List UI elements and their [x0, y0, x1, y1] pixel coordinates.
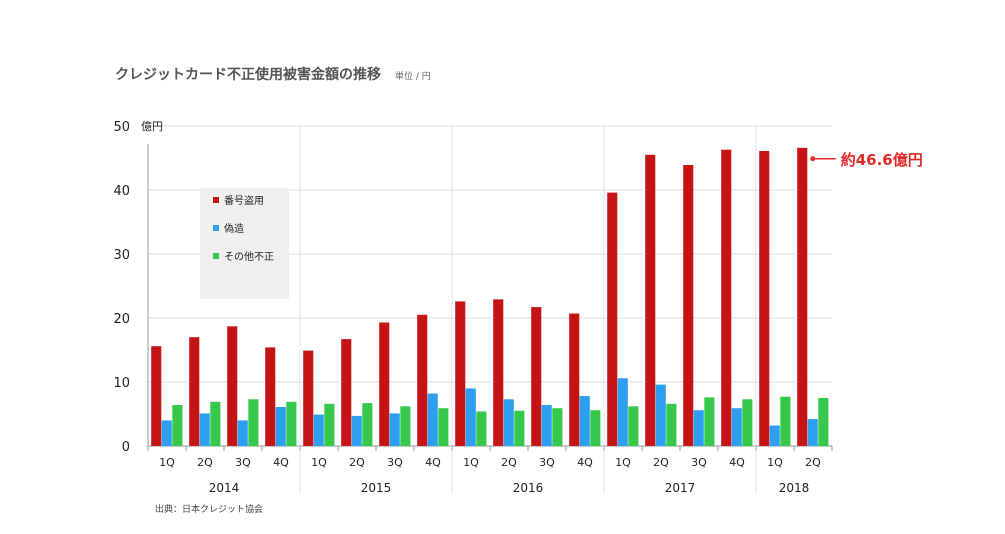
legend-label: その他不正 — [224, 250, 274, 263]
bar-2 — [465, 388, 476, 446]
x-tick-label: 3Q — [387, 456, 403, 469]
bar-2 — [237, 420, 248, 446]
bar-3 — [210, 401, 221, 446]
year-label: 2015 — [361, 481, 392, 495]
callout-dot — [810, 156, 816, 162]
chart-title: クレジットカード不正使用被害金額の推移 — [115, 67, 381, 83]
y-tick-label: 20 — [113, 312, 130, 327]
x-tick-label: 1Q — [159, 456, 175, 469]
x-tick-label: 4Q — [425, 456, 441, 469]
bar-3 — [780, 396, 791, 446]
x-tick-label: 4Q — [729, 456, 745, 469]
x-tick-label: 4Q — [273, 456, 289, 469]
bar-3 — [666, 403, 677, 446]
bar-3 — [248, 399, 259, 446]
source-note: 出典：日本クレジット協会 — [155, 505, 264, 515]
legend-swatch — [213, 197, 219, 203]
bar-1 — [569, 313, 580, 446]
bar-1 — [607, 192, 618, 446]
bar-2 — [617, 378, 628, 446]
x-tick-label: 1Q — [463, 456, 479, 469]
bar-3 — [590, 410, 601, 446]
bar-3 — [438, 408, 449, 446]
bar-1 — [417, 314, 428, 446]
bar-3 — [362, 403, 373, 446]
bar-3 — [286, 401, 297, 446]
bar-2 — [541, 405, 552, 446]
bar-1 — [645, 154, 656, 447]
bar-1 — [265, 347, 276, 446]
chart-unit: 単位 / 円 — [395, 72, 431, 82]
bar-1 — [455, 301, 466, 446]
bar-3 — [628, 406, 639, 446]
x-tick-label: 2Q — [501, 456, 517, 469]
bar-1 — [721, 149, 732, 446]
bar-1 — [759, 151, 770, 446]
bar-2 — [807, 419, 818, 446]
callout-label: 約46.6億円 — [841, 151, 923, 169]
x-tick-label: 4Q — [577, 456, 593, 469]
bar-2 — [579, 396, 590, 446]
bar-1 — [683, 165, 694, 446]
bar-1 — [797, 147, 808, 447]
bar-2 — [161, 420, 172, 446]
bar-3 — [400, 406, 411, 446]
bar-2 — [389, 413, 400, 446]
legend-swatch — [213, 225, 219, 231]
x-tick-label: 3Q — [235, 456, 251, 469]
y-tick-label: 40 — [113, 184, 130, 199]
y-tick-label: 10 — [113, 376, 130, 391]
bar-2 — [199, 413, 210, 446]
x-tick-label: 1Q — [767, 456, 783, 469]
legend-swatch — [213, 253, 219, 259]
legend-box — [200, 188, 289, 299]
bar-2 — [427, 393, 438, 446]
bar-3 — [514, 410, 525, 446]
bar-3 — [552, 408, 563, 446]
bar-2 — [731, 408, 742, 446]
bar-2 — [769, 425, 780, 446]
x-tick-label: 1Q — [615, 456, 631, 469]
x-tick-label: 1Q — [311, 456, 327, 469]
x-tick-label: 3Q — [691, 456, 707, 469]
bar-1 — [227, 326, 238, 446]
bar-2 — [275, 407, 286, 446]
x-tick-label: 3Q — [539, 456, 555, 469]
bar-1 — [303, 350, 314, 446]
title-row: クレジットカード不正使用被害金額の推移 単位 / 円 — [115, 64, 431, 84]
bar-2 — [693, 410, 704, 446]
bar-2 — [313, 414, 324, 446]
year-label: 2018 — [779, 481, 810, 495]
x-tick-label: 2Q — [349, 456, 365, 469]
bar-3 — [324, 403, 335, 446]
bar-3 — [704, 397, 715, 446]
y-tick-label: 0 — [122, 440, 130, 455]
y-tick-label: 30 — [113, 248, 130, 263]
bar-2 — [503, 399, 514, 446]
year-label: 2014 — [209, 481, 240, 495]
legend-label: 偽造 — [224, 222, 244, 235]
bar-1 — [189, 337, 200, 446]
y-axis-unit: 億円 — [141, 120, 163, 133]
bar-1 — [151, 346, 162, 446]
bar-3 — [476, 411, 487, 446]
bar-3 — [818, 398, 829, 446]
x-tick-label: 2Q — [805, 456, 821, 469]
x-tick-label: 2Q — [653, 456, 669, 469]
legend-label: 番号盗用 — [224, 194, 264, 207]
bar-2 — [655, 384, 666, 446]
x-tick-label: 2Q — [197, 456, 213, 469]
bar-1 — [493, 299, 504, 446]
bar-3 — [172, 405, 183, 446]
bar-1 — [341, 339, 352, 446]
year-label: 2017 — [665, 481, 696, 495]
bar-1 — [531, 307, 542, 446]
bar-3 — [742, 399, 753, 446]
bar-1 — [379, 322, 390, 446]
year-label: 2016 — [513, 481, 544, 495]
bar-2 — [351, 415, 362, 446]
y-tick-label: 50 — [113, 120, 130, 135]
